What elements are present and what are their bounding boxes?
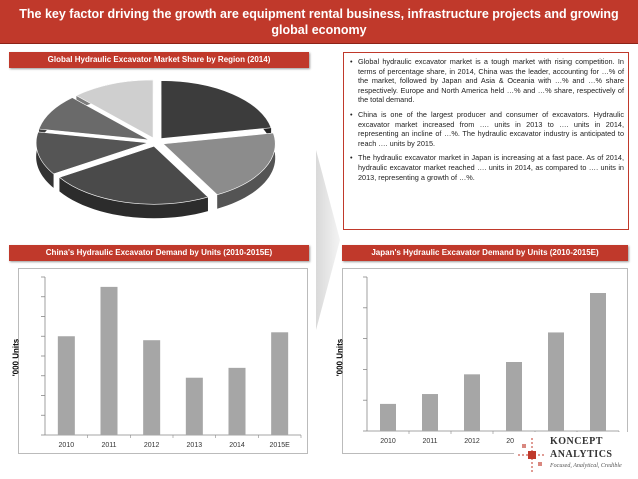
pie-slice	[160, 80, 272, 139]
x-tick-label: 2012	[464, 438, 480, 445]
pie-chart-label: Global Hydraulic Excavator Market Share …	[9, 52, 309, 68]
logo-mark-icon	[518, 438, 546, 472]
x-tick-label: 2010	[59, 442, 75, 449]
china-y-axis-label: '000 Units	[11, 338, 21, 377]
bar	[590, 293, 606, 431]
bullet-japan-market: The hydraulic excavator market in Japan …	[350, 153, 624, 182]
x-tick-label: 2012	[144, 442, 160, 449]
logo-name-line1: KONCEPT	[550, 436, 603, 447]
japan-y-axis-label: '000 Units	[335, 338, 345, 377]
bar	[228, 367, 246, 435]
pie-slice	[35, 131, 149, 175]
china-chart-label: China's Hydraulic Excavator Demand by Un…	[9, 245, 309, 261]
pie-slice	[58, 145, 209, 205]
pie-slice-side	[59, 177, 208, 219]
bar	[422, 394, 438, 431]
pie-slice	[38, 97, 150, 141]
china-chart-frame: 2010 2011 2012 2013 2014 2015E	[18, 268, 308, 454]
pie-chart	[35, 79, 276, 219]
bar	[143, 340, 161, 435]
x-tick-label: 2015E	[270, 442, 291, 449]
bar	[271, 332, 289, 435]
x-tick-label: 2014	[229, 442, 245, 449]
key-findings-box: Global hydraulic excavator market is a t…	[343, 52, 629, 230]
bar	[506, 362, 522, 431]
logo-name-line2: ANALYTICS	[550, 449, 613, 460]
page-title: The key factor driving the growth are eq…	[0, 0, 638, 44]
bullet-global-market: Global hydraulic excavator market is a t…	[350, 57, 624, 105]
x-tick-label: 2011	[101, 442, 116, 449]
x-tick-label: 2010	[380, 438, 396, 445]
x-tick-label: 2013	[187, 442, 203, 449]
bar	[464, 374, 480, 431]
bar	[548, 332, 564, 431]
bullet-china-market: China is one of the largest producer and…	[350, 110, 624, 148]
company-logo: KONCEPT ANALYTICS Focused, Analytical, C…	[514, 432, 638, 479]
chevron-right-icon	[316, 150, 340, 330]
japan-chart-label: Japan's Hydraulic Excavator Demand by Un…	[342, 245, 628, 261]
pie-slice-side	[36, 131, 54, 188]
bar	[380, 403, 396, 431]
logo-tagline: Focused, Analytical, Credible	[550, 463, 622, 469]
x-tick-label: 2011	[422, 438, 437, 445]
bar	[185, 377, 203, 435]
pie-slice	[162, 132, 276, 196]
china-bar-chart: 2010 2011 2012 2013 2014 2015E	[41, 276, 302, 449]
bar	[100, 286, 118, 435]
pie-slice	[75, 79, 154, 139]
bar	[57, 336, 75, 435]
